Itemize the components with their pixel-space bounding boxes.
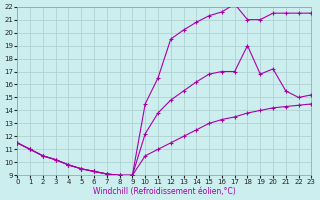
X-axis label: Windchill (Refroidissement éolien,°C): Windchill (Refroidissement éolien,°C) xyxy=(93,187,236,196)
